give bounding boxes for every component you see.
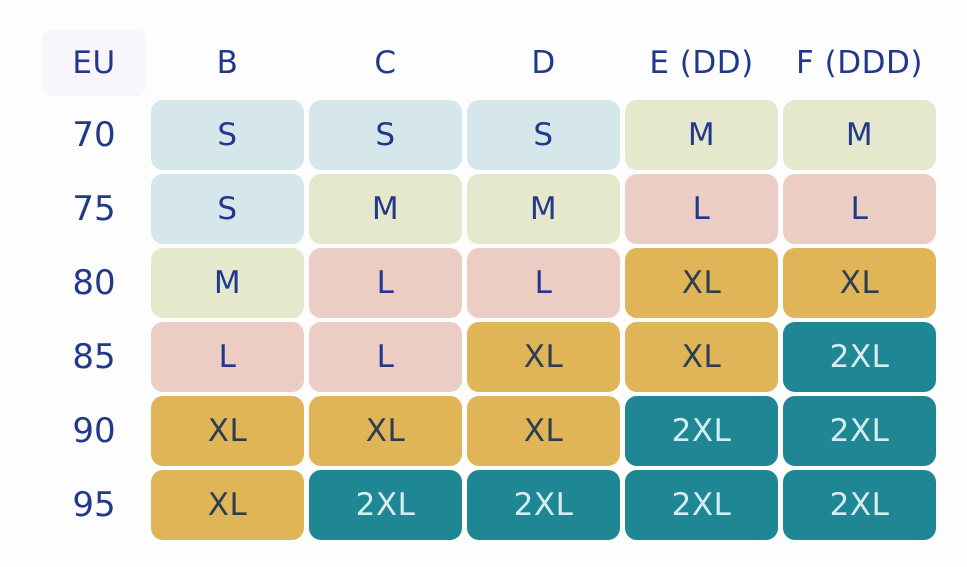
- size-cell-l: L: [309, 248, 462, 318]
- size-cell-m: M: [467, 174, 620, 244]
- size-cell-xl: XL: [151, 470, 304, 540]
- size-cell-l: L: [151, 322, 304, 392]
- size-cell-2xl: 2XL: [783, 322, 936, 392]
- size-cell-m: M: [783, 100, 936, 170]
- column-header-c: C: [374, 45, 397, 81]
- size-cell-2xl: 2XL: [625, 396, 778, 466]
- size-cell-l: L: [625, 174, 778, 244]
- size-cell-l: L: [467, 248, 620, 318]
- size-cell-s: S: [151, 100, 304, 170]
- size-cell-2xl: 2XL: [783, 396, 936, 466]
- column-header-b: B: [216, 45, 239, 81]
- size-cell-xl: XL: [625, 322, 778, 392]
- size-cell-m: M: [309, 174, 462, 244]
- size-cell-m: M: [151, 248, 304, 318]
- eu-header-cell: EU: [42, 30, 146, 96]
- row-label-eu-90: 90: [72, 411, 116, 451]
- size-cell-2xl: 2XL: [467, 470, 620, 540]
- row-label-eu-95: 95: [72, 485, 116, 525]
- size-cell-xl: XL: [467, 322, 620, 392]
- size-cell-2xl: 2XL: [309, 470, 462, 540]
- row-label-eu-85: 85: [72, 337, 116, 377]
- size-cell-l: L: [783, 174, 936, 244]
- size-cell-m: M: [625, 100, 778, 170]
- size-grid: EU B C D E (DD) F (DDD) 70 S S S M M 75 S M M L L 80…: [42, 30, 936, 540]
- size-cell-xl: XL: [151, 396, 304, 466]
- size-cell-xl: XL: [783, 248, 936, 318]
- size-cell-xl: XL: [625, 248, 778, 318]
- size-cell-xl: XL: [467, 396, 620, 466]
- size-cell-2xl: 2XL: [625, 470, 778, 540]
- size-cell-s: S: [309, 100, 462, 170]
- size-cell-l: L: [309, 322, 462, 392]
- size-cell-2xl: 2XL: [783, 470, 936, 540]
- column-header-f-ddd: F (DDD): [796, 45, 923, 81]
- column-header-d: D: [531, 45, 556, 81]
- size-cell-xl: XL: [309, 396, 462, 466]
- size-cell-s: S: [151, 174, 304, 244]
- row-label-eu-80: 80: [72, 263, 116, 303]
- row-label-eu-70: 70: [72, 115, 116, 155]
- column-header-e-dd: E (DD): [649, 45, 754, 81]
- row-label-eu-75: 75: [72, 189, 116, 229]
- size-cell-s: S: [467, 100, 620, 170]
